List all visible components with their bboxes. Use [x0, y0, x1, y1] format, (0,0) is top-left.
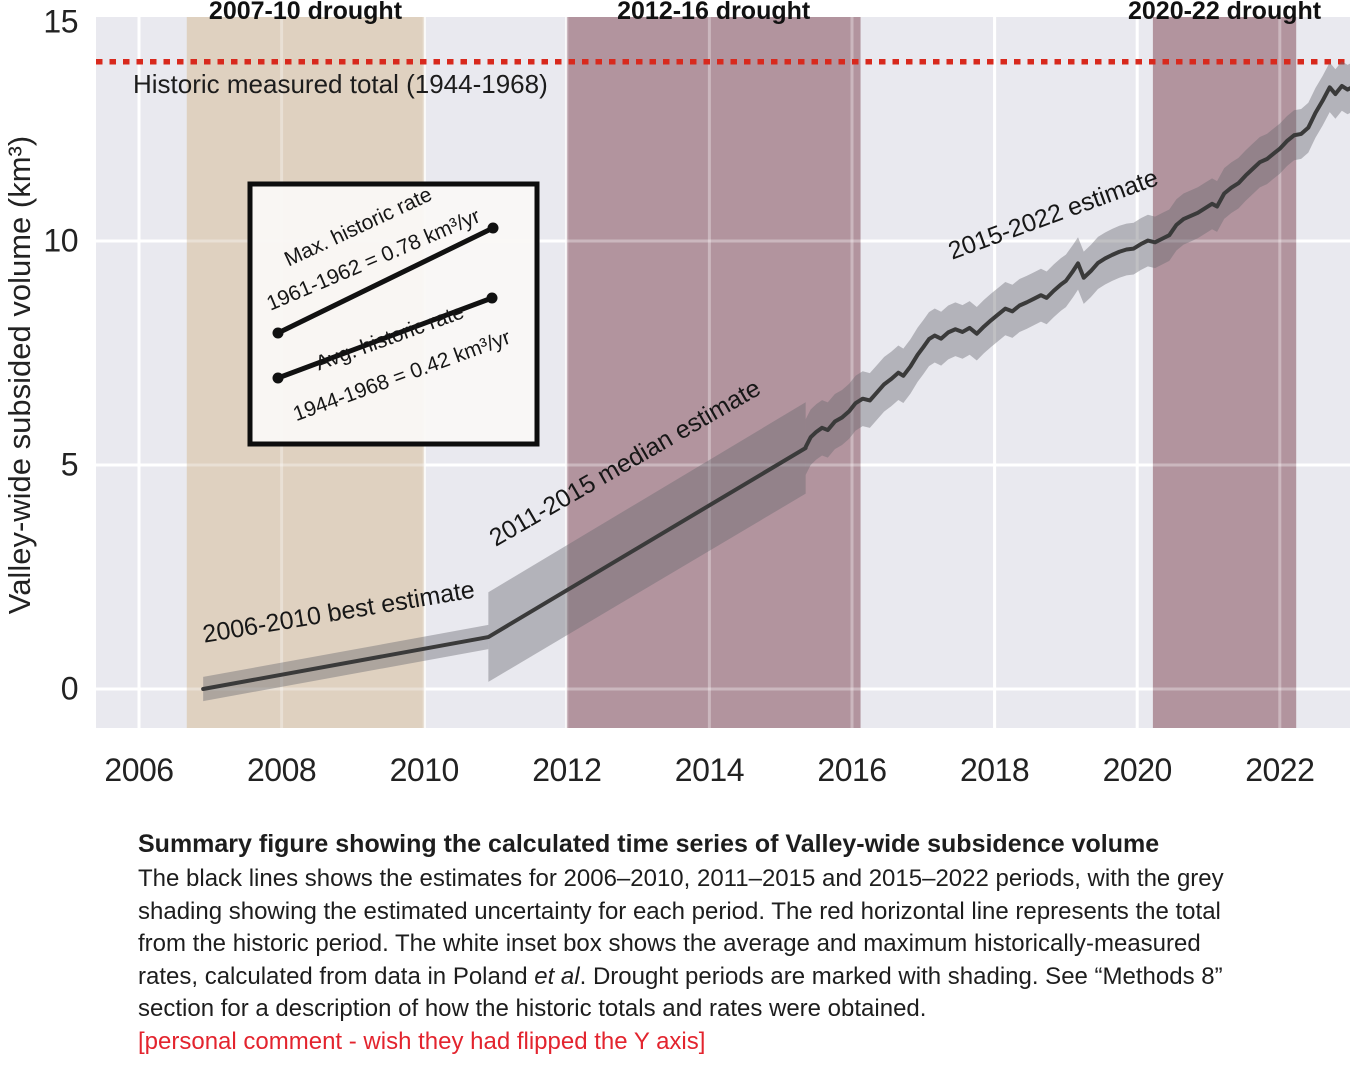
caption-body: The black lines shows the estimates for … — [138, 863, 1236, 1026]
drought-band-1 — [566, 17, 861, 728]
subsidence-estimate-line — [201, 83, 1350, 691]
x-tick-label-2016: 2016 — [817, 752, 886, 788]
y-tick-label-0: 0 — [61, 670, 78, 706]
inset-rate-line-0-end-dot — [487, 222, 499, 234]
x-tick-label-2006: 2006 — [104, 752, 173, 788]
x-tick-label-2014: 2014 — [675, 752, 744, 788]
inset-rate-line-1-start-dot — [272, 372, 284, 384]
drought-band-label-1: 2012-16 drought — [617, 0, 811, 25]
x-tick-label-2022: 2022 — [1245, 752, 1314, 788]
historic-total-label: Historic measured total (1944-1968) — [133, 69, 548, 99]
x-tick-label-2012: 2012 — [532, 752, 601, 788]
caption-body-segment-1: et al — [534, 962, 580, 990]
drought-band-label-2: 2020-22 drought — [1128, 0, 1322, 25]
caption-title: Summary figure showing the calculated ti… — [138, 830, 1160, 858]
y-tick-label-10: 10 — [43, 222, 78, 258]
figure-caption: Summary figure showing the calculated ti… — [138, 827, 1236, 1058]
x-tick-label-2018: 2018 — [960, 752, 1029, 788]
drought-band-label-0: 2007-10 drought — [209, 0, 403, 25]
x-tick-label-2010: 2010 — [390, 752, 459, 788]
inset-rate-line-0 — [276, 225, 495, 336]
caption-body-segment-2: . Drought periods are marked with shadin… — [138, 962, 1223, 1023]
inset-rate-line-1-end-dot — [486, 292, 498, 304]
drought-band-2 — [1152, 17, 1297, 728]
caption-personal-comment: [personal comment - wish they had flippe… — [138, 1027, 706, 1055]
inset-rate-line-1 — [277, 295, 493, 381]
subsidence-time-series-chart: 2007-10 drought 2012-16 drought 2020-22 dr… — [2, 0, 1350, 788]
y-axis-title: Valley-wide subsided volume (km³) — [2, 136, 37, 614]
inset-rate-line-0-start-dot — [272, 327, 284, 339]
x-tick-label-2008: 2008 — [247, 752, 316, 788]
x-tick-label-2020: 2020 — [1103, 752, 1172, 788]
caption-body-segment-0: The black lines shows the estimates for … — [138, 865, 1224, 990]
y-tick-label-5: 5 — [61, 446, 78, 482]
y-tick-label-15: 15 — [43, 3, 78, 39]
